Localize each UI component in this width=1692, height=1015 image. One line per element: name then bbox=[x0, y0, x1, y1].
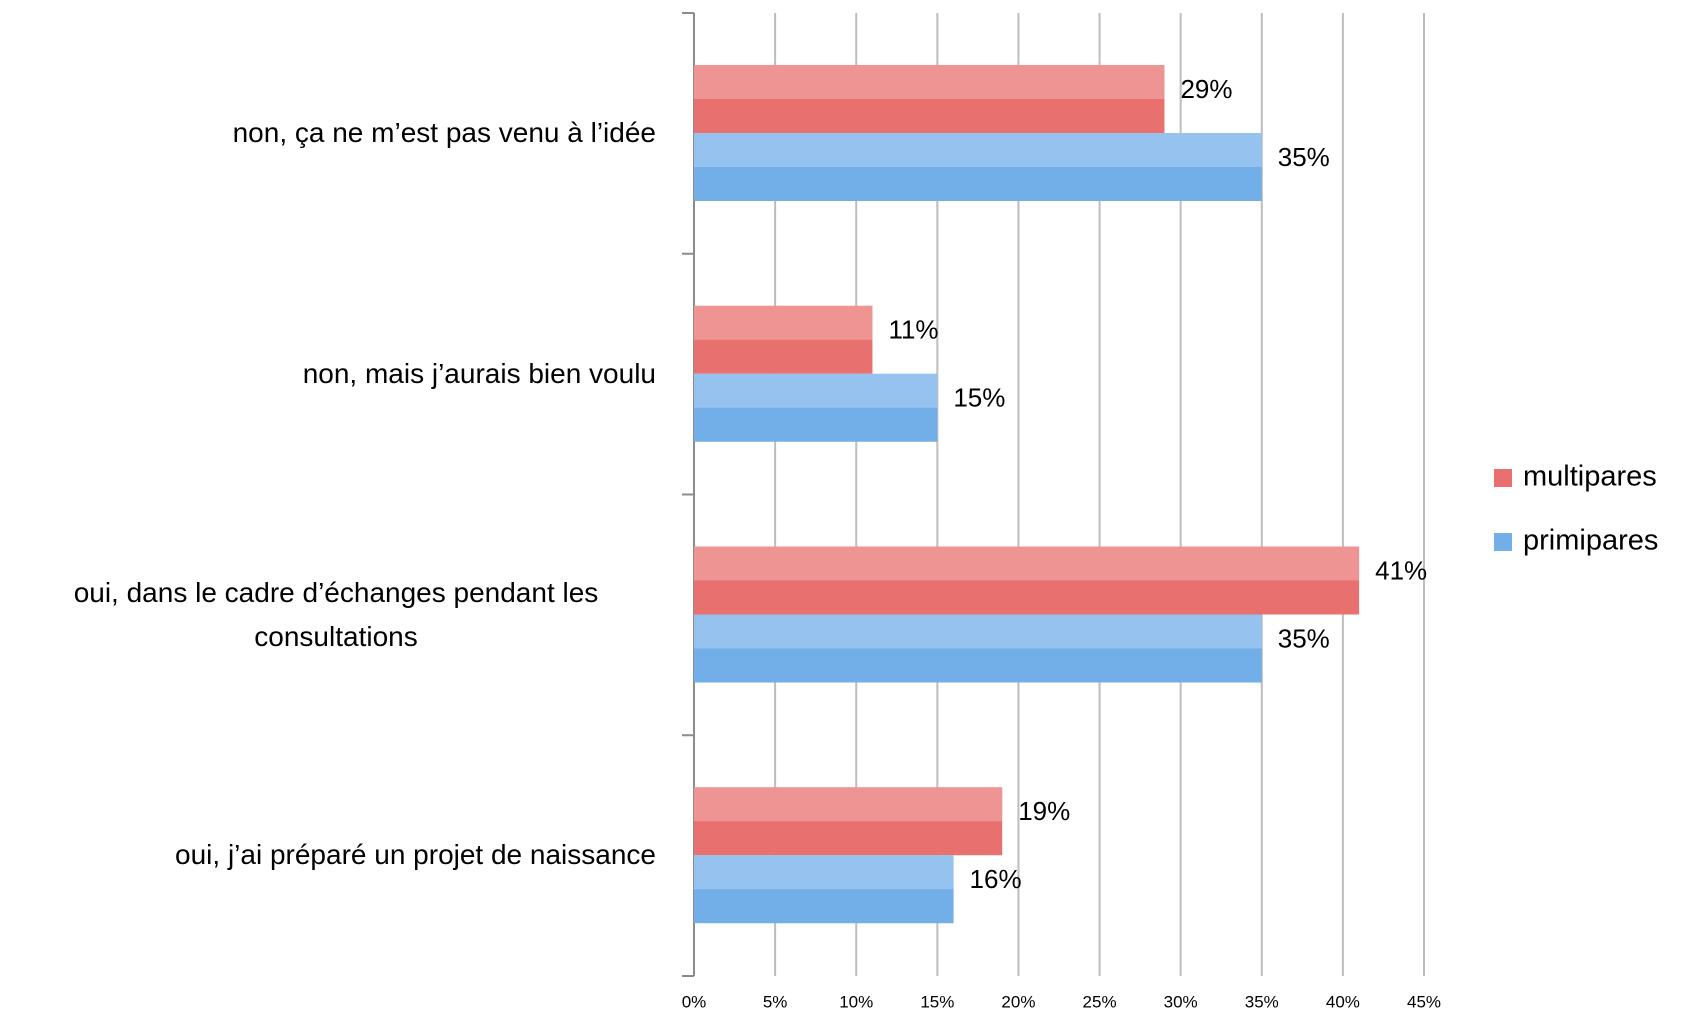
category-label: non, mais j’aurais bien voulu bbox=[302, 357, 656, 389]
bar bbox=[694, 546, 1360, 615]
x-tick-label: 45% bbox=[1407, 992, 1441, 1011]
bar-shine bbox=[694, 546, 1360, 581]
bar-shine bbox=[694, 855, 954, 890]
bar-shine bbox=[694, 133, 1262, 167]
legend-swatch bbox=[1494, 533, 1512, 551]
legend-label: primipares bbox=[1523, 525, 1658, 557]
bar bbox=[694, 133, 1262, 201]
category-label: oui, j’ai préparé un projet de naissance bbox=[175, 839, 656, 871]
value-label: 15% bbox=[953, 383, 1005, 413]
bar bbox=[694, 855, 954, 924]
x-tick-label: 10% bbox=[839, 992, 873, 1011]
x-tick-label: 40% bbox=[1326, 992, 1360, 1011]
bar-shine bbox=[694, 305, 873, 340]
value-label: 11% bbox=[888, 315, 938, 345]
value-label: 35% bbox=[1278, 623, 1330, 653]
x-tick-label: 35% bbox=[1245, 992, 1279, 1011]
x-tick-label: 0% bbox=[682, 992, 707, 1011]
bar-shine bbox=[694, 373, 938, 408]
bar bbox=[694, 305, 873, 374]
bar-shine bbox=[694, 65, 1165, 99]
bar bbox=[694, 65, 1165, 133]
value-label: 29% bbox=[1180, 74, 1232, 104]
x-tick-label: 5% bbox=[763, 992, 788, 1011]
legend-swatch bbox=[1494, 469, 1512, 487]
bar bbox=[694, 787, 1003, 856]
x-tick-label: 30% bbox=[1164, 992, 1198, 1011]
x-tick-label: 15% bbox=[920, 992, 954, 1011]
category-label: oui, dans le cadre d’échanges pendant le… bbox=[73, 576, 599, 652]
legend-label: multipares bbox=[1523, 461, 1657, 493]
bar-shine bbox=[694, 614, 1262, 649]
value-label: 19% bbox=[1018, 796, 1070, 826]
value-label: 35% bbox=[1278, 142, 1330, 172]
bar bbox=[694, 614, 1262, 683]
x-tick-label: 25% bbox=[1083, 992, 1117, 1011]
value-label: 41% bbox=[1375, 555, 1427, 585]
x-tick-label: 20% bbox=[1001, 992, 1035, 1011]
category-label: non, ça ne m’est pas venu à l’idée bbox=[232, 117, 656, 148]
bar-shine bbox=[694, 787, 1003, 822]
value-label: 16% bbox=[970, 864, 1022, 894]
bar bbox=[694, 373, 938, 442]
